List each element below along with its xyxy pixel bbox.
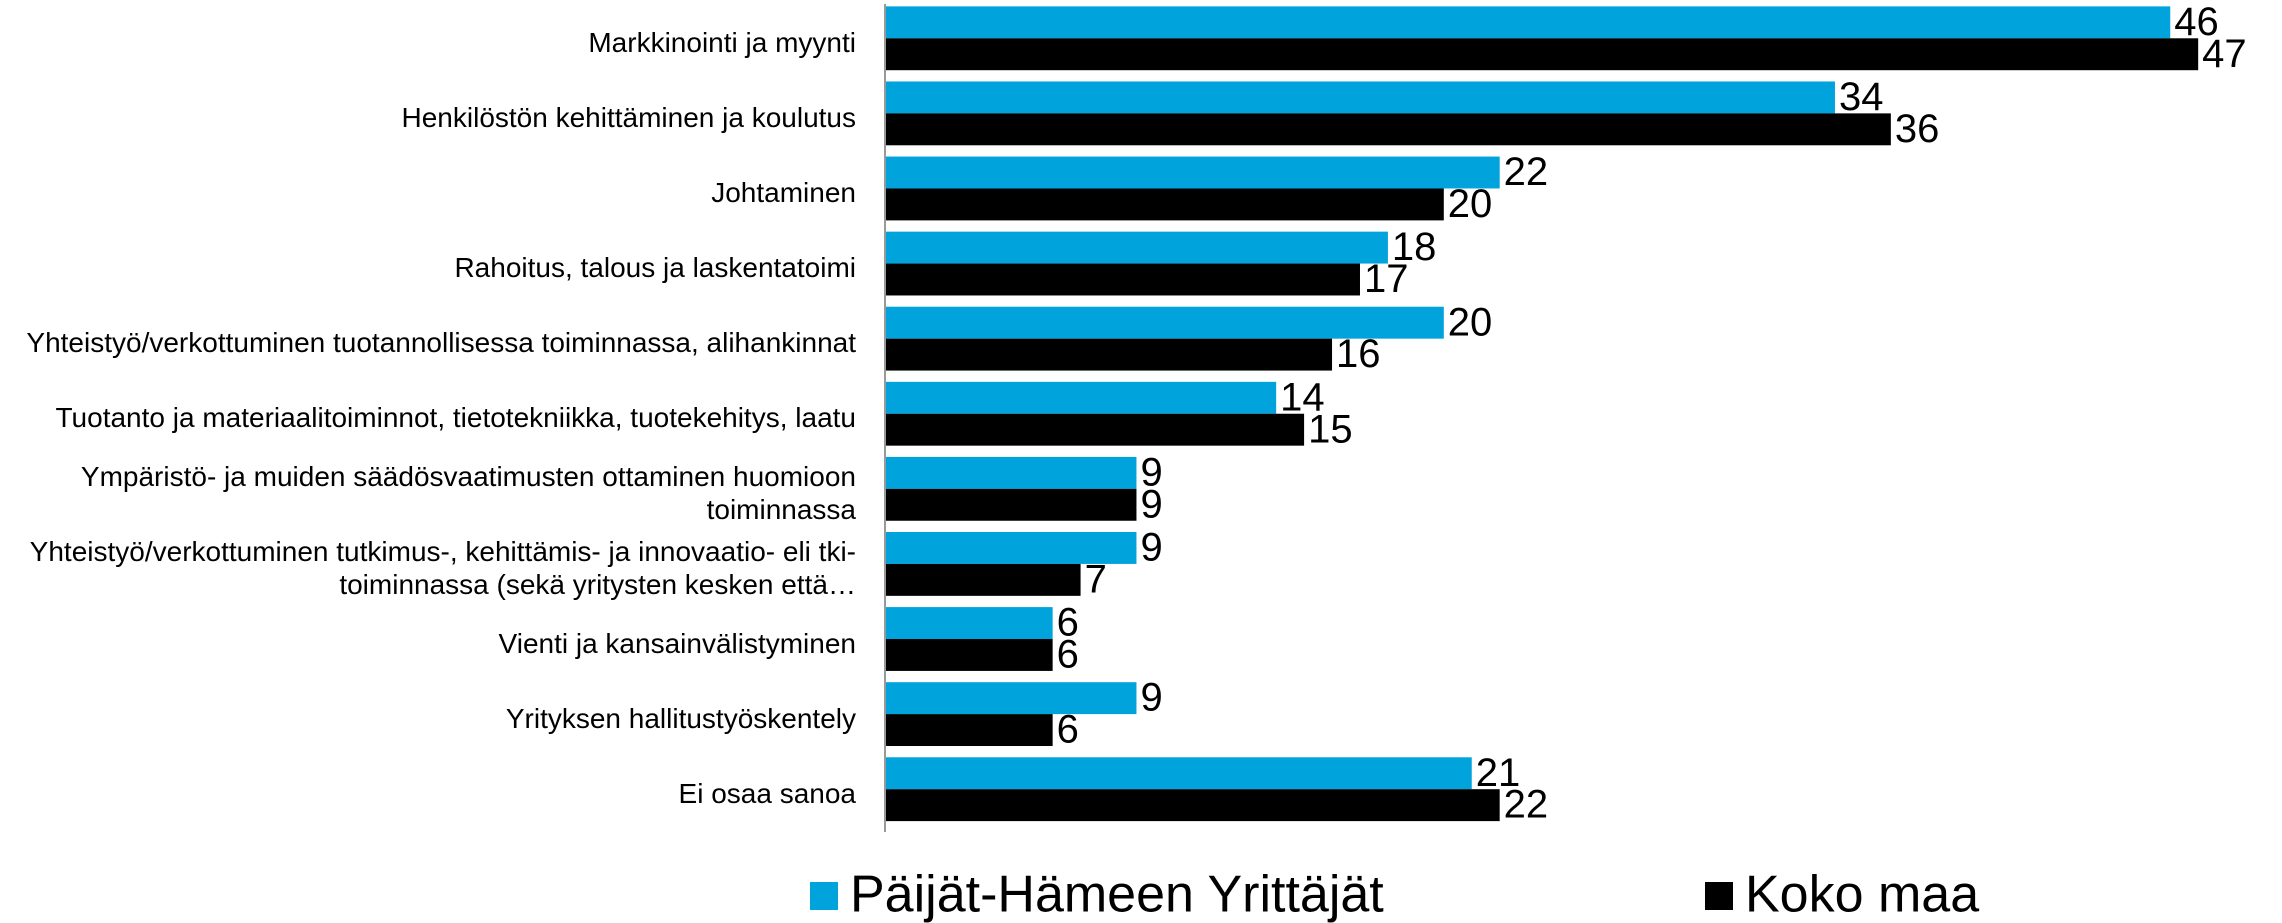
bar — [885, 263, 1360, 296]
value-label: 36 — [1895, 107, 1940, 151]
category-label: Tuotanto ja materiaalitoiminnot, tietote… — [8, 381, 856, 454]
bar — [885, 381, 1277, 414]
legend-label: Koko maa — [1745, 866, 1979, 923]
value-label: 20 — [1448, 182, 1493, 226]
category-text: Yhteistyö/verkottuminen tutkimus-, kehit… — [29, 536, 856, 601]
bar — [885, 714, 1053, 747]
value-label: 17 — [1364, 257, 1409, 301]
bar — [885, 488, 1137, 521]
bar — [885, 456, 1137, 489]
category-label: Ympäristö- ja muiden säädösvaatimusten o… — [8, 457, 856, 530]
bar — [885, 113, 1891, 146]
bar — [885, 81, 1835, 114]
category-text: Vienti ja kansainvälistyminen — [498, 627, 856, 659]
value-label: 6 — [1057, 601, 1079, 645]
category-text: Rahoitus, talous ja laskentatoimi — [454, 252, 856, 284]
value-label: 9 — [1140, 450, 1162, 494]
bar — [885, 607, 1053, 640]
category-label: Yrityksen hallitustyöskentely — [8, 682, 856, 755]
category-label: Henkilöstön kehittäminen ja koulutus — [8, 81, 856, 154]
bar — [885, 306, 1444, 339]
value-label: 15 — [1308, 407, 1353, 451]
value-label: 47 — [2202, 32, 2247, 76]
bar — [885, 789, 1500, 822]
value-label: 9 — [1140, 676, 1162, 720]
bar — [885, 156, 1500, 189]
category-text: Ei osaa sanoa — [678, 777, 856, 809]
category-label: Markkinointi ja myynti — [8, 6, 856, 79]
bar — [885, 532, 1137, 564]
category-label: Johtaminen — [8, 156, 856, 229]
bar — [885, 38, 2199, 71]
value-label: 22 — [1504, 783, 1549, 827]
value-label: 46 — [2174, 0, 2219, 44]
category-text: Johtaminen — [711, 177, 856, 209]
value-label: 18 — [1392, 225, 1437, 269]
bar — [885, 231, 1388, 264]
bar — [885, 682, 1137, 715]
category-label: Rahoitus, talous ja laskentatoimi — [8, 231, 856, 304]
category-label: Ei osaa sanoa — [8, 757, 856, 830]
category-text: Yrityksen hallitustyöskentely — [505, 702, 856, 734]
category-text: Tuotanto ja materiaalitoiminnot, tietote… — [55, 402, 856, 434]
bar — [885, 413, 1305, 446]
category-label: Yhteistyö/verkottuminen tuotannollisessa… — [8, 306, 856, 379]
bar — [885, 757, 1472, 790]
value-label: 6 — [1057, 708, 1079, 752]
value-label: 34 — [1839, 75, 1884, 119]
value-label: 22 — [1504, 150, 1549, 194]
value-label: 6 — [1057, 633, 1079, 677]
bar — [885, 563, 1081, 596]
category-label: Vienti ja kansainvälistyminen — [8, 607, 856, 680]
value-label: 9 — [1140, 482, 1162, 526]
legend-swatch — [1705, 882, 1733, 910]
value-label: 21 — [1476, 751, 1521, 795]
bar — [885, 6, 2171, 39]
legend-swatch — [810, 882, 838, 910]
bar — [885, 338, 1333, 371]
category-label: Yhteistyö/verkottuminen tutkimus-, kehit… — [8, 532, 856, 605]
bar — [885, 188, 1444, 221]
category-text: Markkinointi ja myynti — [588, 27, 856, 59]
value-label: 14 — [1280, 375, 1325, 419]
value-label: 20 — [1448, 300, 1493, 344]
category-text: Ympäristö- ja muiden säädösvaatimusten o… — [80, 461, 856, 526]
value-label: 9 — [1140, 526, 1162, 570]
value-label: 7 — [1085, 557, 1107, 601]
legend-label: Päijät-Hämeen Yrittäjät — [850, 866, 1384, 923]
category-text: Yhteistyö/verkottuminen tuotannollisessa… — [26, 327, 856, 359]
category-text: Henkilöstön kehittäminen ja koulutus — [401, 102, 856, 134]
value-label: 16 — [1336, 332, 1381, 376]
bar — [885, 639, 1053, 671]
